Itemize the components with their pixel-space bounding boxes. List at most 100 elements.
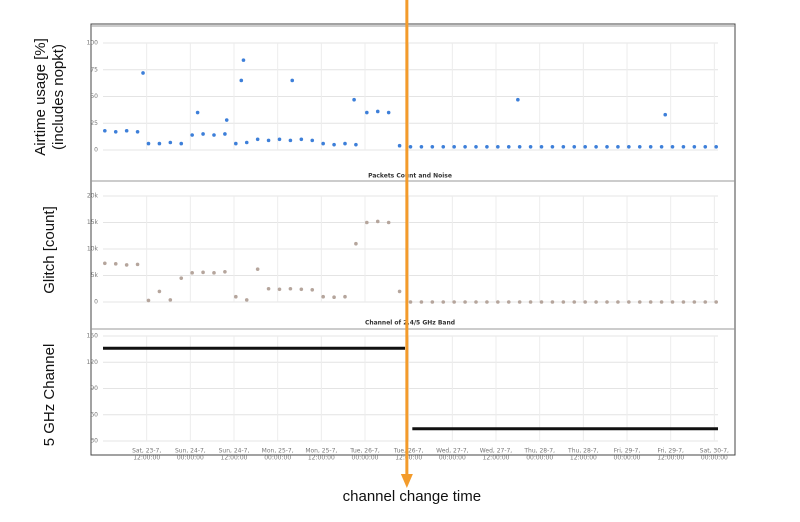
point [681, 300, 686, 304]
y-axis-label: (includes nopkt) [50, 44, 67, 150]
annotation-arrowhead [400, 474, 413, 488]
point [528, 300, 533, 304]
point [113, 130, 118, 134]
point [430, 300, 435, 304]
point [703, 300, 708, 304]
point [266, 138, 271, 143]
y-tick-label: 0 [94, 299, 98, 306]
x-tick-label: Mon, 25-7, [305, 448, 337, 455]
point [594, 300, 598, 304]
x-tick-label: 12:00:00 [221, 455, 248, 462]
point [670, 300, 675, 304]
frame [90, 23, 736, 456]
x-tick-label: Fri, 29-7, [614, 448, 641, 455]
point [572, 144, 577, 149]
point [310, 138, 315, 143]
x-tick-label: 00:00:00 [526, 455, 553, 462]
point [179, 141, 184, 146]
point [332, 295, 336, 300]
point [190, 133, 194, 137]
point [224, 118, 229, 122]
point [157, 141, 162, 146]
y-tick-label: 90 [90, 385, 98, 392]
y-tick-label: 20k [87, 193, 99, 200]
point [124, 263, 129, 267]
point [539, 144, 544, 149]
point [375, 219, 380, 224]
point [299, 287, 304, 292]
point [354, 241, 358, 246]
point [648, 144, 653, 149]
point [135, 262, 140, 267]
point [452, 300, 456, 304]
point [496, 300, 500, 304]
point [299, 137, 304, 142]
point [663, 112, 668, 117]
x-tick-label: 00:00:00 [177, 455, 204, 462]
point [375, 109, 380, 114]
x-tick-label: Thu, 28-7, [523, 448, 555, 455]
x-tick-label: 00:00:00 [439, 455, 466, 462]
point [168, 140, 173, 145]
point [321, 141, 325, 146]
point [419, 300, 424, 304]
x-tick-label: 12:00:00 [483, 455, 510, 462]
y-tick-label: 25 [90, 120, 98, 127]
point [244, 140, 249, 145]
point [124, 128, 129, 133]
point [386, 110, 391, 115]
point [550, 300, 555, 304]
point [157, 289, 162, 294]
point [386, 220, 391, 225]
y-axis-label: Airtime usage [%] [32, 38, 49, 156]
point [506, 300, 511, 304]
point [146, 141, 151, 146]
y-tick-label: 120 [87, 359, 99, 366]
point [288, 138, 293, 143]
point [670, 144, 675, 149]
point [419, 144, 424, 149]
point [343, 141, 347, 146]
point [528, 144, 533, 149]
y-tick-label: 100 [87, 40, 99, 47]
point [550, 144, 555, 149]
point [310, 288, 315, 292]
point [234, 141, 238, 146]
point [255, 267, 260, 271]
point [561, 300, 566, 304]
point [408, 300, 413, 304]
point [681, 144, 686, 149]
y-tick-label: 75 [90, 66, 98, 73]
x-tick-label: Tue, 26-7, [349, 448, 380, 455]
point [703, 144, 708, 149]
point [572, 300, 577, 304]
point [141, 71, 145, 75]
x-tick-label: 00:00:00 [352, 455, 379, 462]
point [103, 128, 107, 133]
y-tick-label: 10k [87, 246, 99, 253]
y-tick-label: 15k [87, 219, 99, 226]
line [103, 346, 718, 431]
point [343, 294, 347, 299]
point [692, 300, 697, 304]
point [506, 144, 511, 149]
point [288, 286, 293, 291]
point [561, 144, 566, 149]
point [430, 144, 435, 149]
point [485, 144, 489, 149]
point [212, 133, 216, 137]
point [332, 142, 336, 147]
point [517, 300, 522, 304]
point [659, 144, 664, 149]
point [485, 300, 489, 304]
y-axis-label: 5 GHz Channel [41, 344, 58, 447]
point [277, 137, 282, 142]
point [290, 78, 295, 83]
x-tick-label: Wed, 27-7, [436, 448, 469, 455]
point [354, 142, 358, 147]
point [441, 144, 446, 149]
y-tick-label: 5k [91, 272, 99, 279]
point [659, 300, 664, 304]
